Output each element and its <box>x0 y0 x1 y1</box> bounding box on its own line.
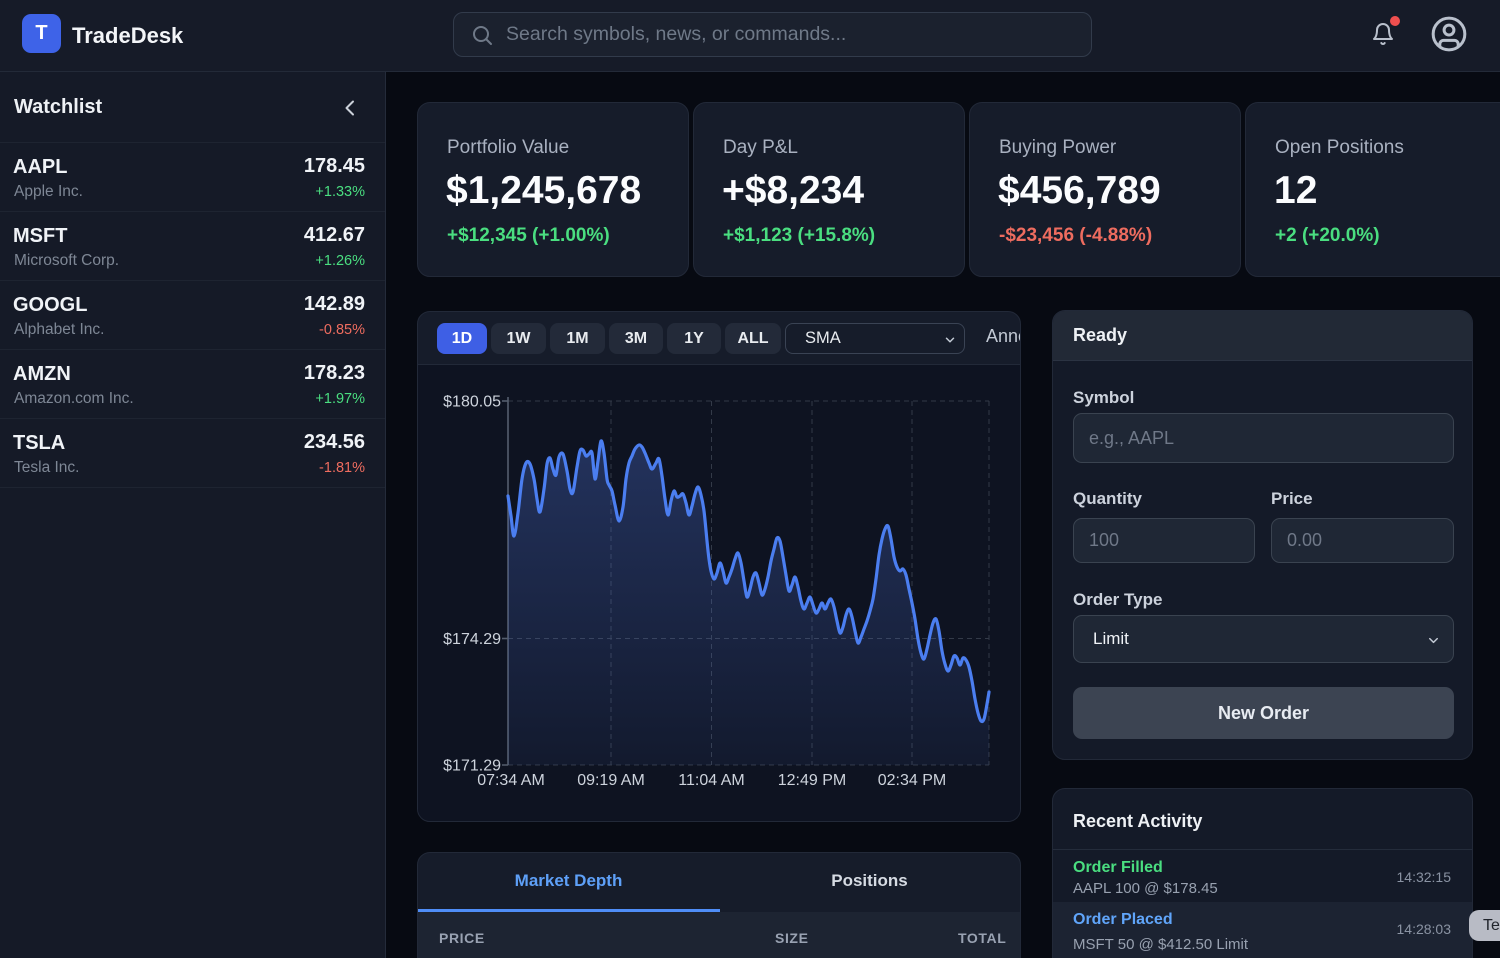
svg-text:02:34 PM: 02:34 PM <box>878 772 946 789</box>
svg-text:$171.29: $171.29 <box>443 758 501 775</box>
svg-text:07:34 AM: 07:34 AM <box>477 772 545 789</box>
svg-text:09:19 AM: 09:19 AM <box>577 772 645 789</box>
svg-text:$174.29: $174.29 <box>443 631 501 648</box>
svg-text:12:49 PM: 12:49 PM <box>778 772 846 789</box>
svg-text:$180.05: $180.05 <box>443 394 501 411</box>
svg-text:11:04 AM: 11:04 AM <box>678 772 744 789</box>
